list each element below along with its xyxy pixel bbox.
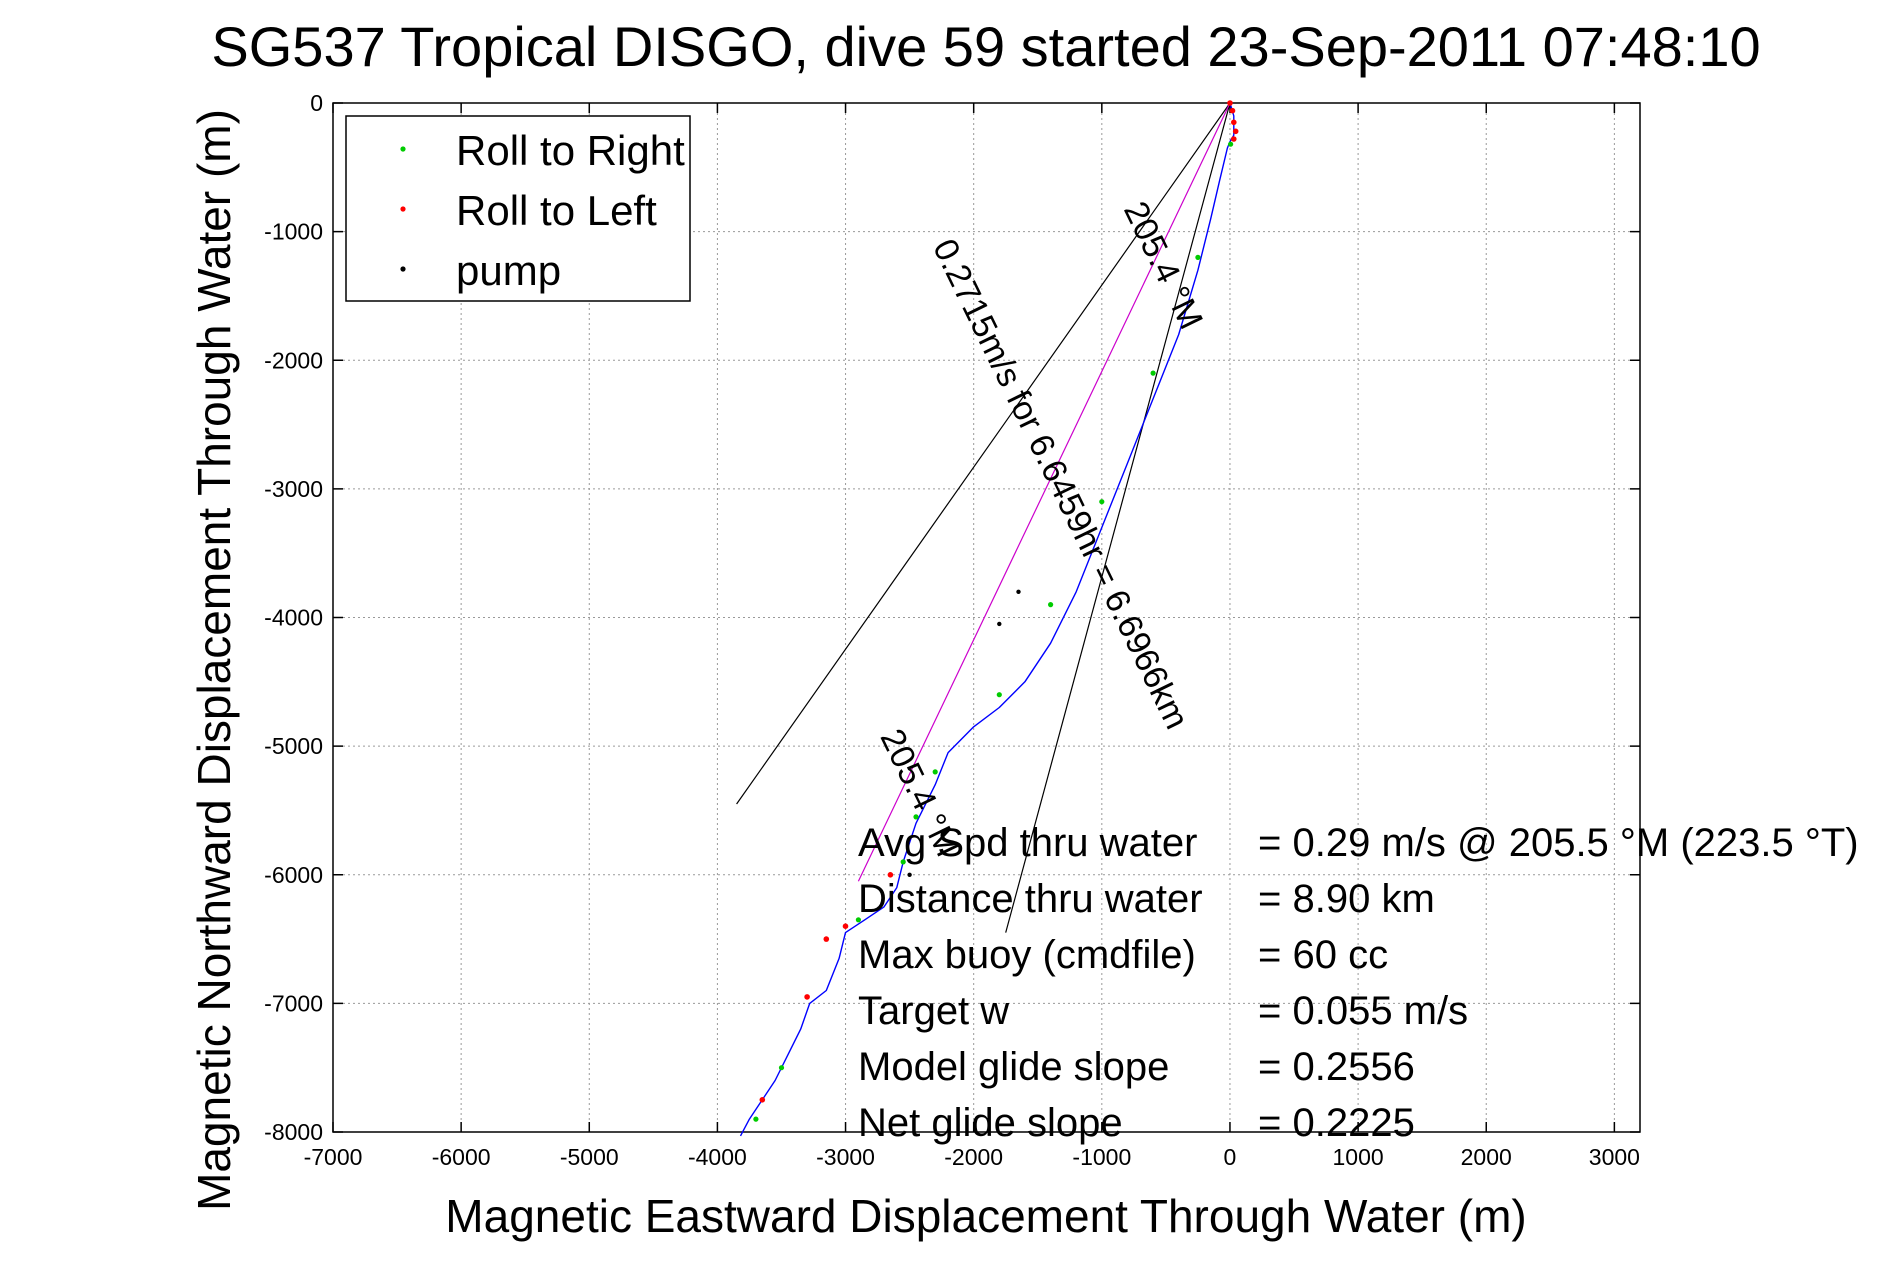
roll-left-point [1229,107,1236,114]
roll-right-point [778,1065,785,1071]
legend-label: Roll to Right [456,127,685,174]
x-tick-label: -3000 [816,1144,875,1170]
legend-marker [400,146,406,152]
roll-left-point [1232,128,1239,135]
annotation-label: Avg Spd thru water [858,821,1197,865]
legend: Roll to Right Roll to Left pump [345,115,691,302]
dive-track-line [739,102,1235,1137]
x-tick-label: 0 [1224,1144,1237,1170]
x-tick-label: 1000 [1333,1144,1384,1170]
annotation-value: = 8.90 km [1258,877,1435,921]
y-tick-label: -8000 [264,1119,323,1145]
roll-right-point [1195,254,1201,260]
roll-right-point [913,814,919,820]
cone-line-right [1005,102,1231,933]
roll-right-point [996,692,1002,698]
annotation-value: = 0.055 m/s [1258,989,1468,1033]
y-tick-label: -5000 [264,733,323,759]
x-tick-label: -7000 [304,1144,363,1170]
pump-point [1016,589,1021,594]
x-tick-label: 2000 [1461,1144,1512,1170]
roll-left-point [1227,100,1233,106]
roll-left-point [759,1097,766,1103]
roll-right-point [855,917,862,923]
y-axis-label: Magnetic Northward Displacement Through … [188,109,240,1211]
cone-line-left [736,102,1231,805]
roll-left-point [887,872,894,878]
annotation-label: Model glide slope [858,1045,1169,1089]
roll-left-point [1231,136,1237,142]
y-tick-label: -4000 [264,605,323,631]
x-tick-label: -1000 [1072,1144,1131,1170]
x-tick-label: -6000 [432,1144,491,1170]
pump-point [907,872,912,877]
y-tick-label: 0 [310,90,323,116]
x-tick-label: -2000 [944,1144,1003,1170]
roll-right-point [932,769,938,775]
legend-marker [400,266,406,272]
x-axis-label: Magnetic Eastward Displacement Through W… [445,1190,1526,1242]
roll-left-point [842,923,849,929]
stats-annotations: Avg Spd thru water = 0.29 m/s @ 205.5 °M … [858,821,1859,1145]
x-tick-label: -5000 [560,1144,619,1170]
x-tick-label: 3000 [1589,1144,1640,1170]
legend-label: pump [456,247,561,294]
annotation-value: = 0.29 m/s @ 205.5 °M (223.5 °T) [1258,821,1859,865]
annotation-label: Target w [858,989,1009,1033]
roll-right-point [900,859,906,865]
y-tick-label: -7000 [264,990,323,1016]
roll-right-point [1150,370,1156,376]
annotation-label: Net glide slope [858,1101,1123,1145]
annotation-value: = 60 cc [1258,933,1388,977]
annotation-value: = 0.2225 [1258,1101,1415,1145]
axis-ticks: -7000 -6000 -5000 -4000 -3000 -2000 -1000 0 1000… [264,90,1640,1170]
legend-marker [400,206,406,212]
y-tick-label: -6000 [264,862,323,888]
pump-point [997,621,1002,627]
roll-right-point [1228,141,1234,147]
roll-right-point [1048,602,1054,608]
roll-left-point [804,994,810,1000]
y-tick-label: -2000 [264,347,323,373]
series-layer [736,100,1239,1137]
roll-left-point [823,936,830,942]
annotation-label: Max buoy (cmdfile) [858,933,1196,977]
annotation-value: = 0.2556 [1258,1045,1415,1089]
legend-label: Roll to Left [456,187,657,234]
roll-right-point [753,1116,759,1122]
y-tick-label: -1000 [264,219,323,245]
heading-line [857,102,1231,882]
roll-left-point [1231,119,1237,126]
chart-title: SG537 Tropical DISGO, dive 59 started 23… [211,15,1760,78]
legend-entries: Roll to Right Roll to Left pump [400,127,685,294]
x-tick-label: -4000 [688,1144,747,1170]
annotation-label: Distance thru water [858,877,1203,921]
roll-right-point [1099,499,1105,505]
y-tick-label: -3000 [264,476,323,502]
